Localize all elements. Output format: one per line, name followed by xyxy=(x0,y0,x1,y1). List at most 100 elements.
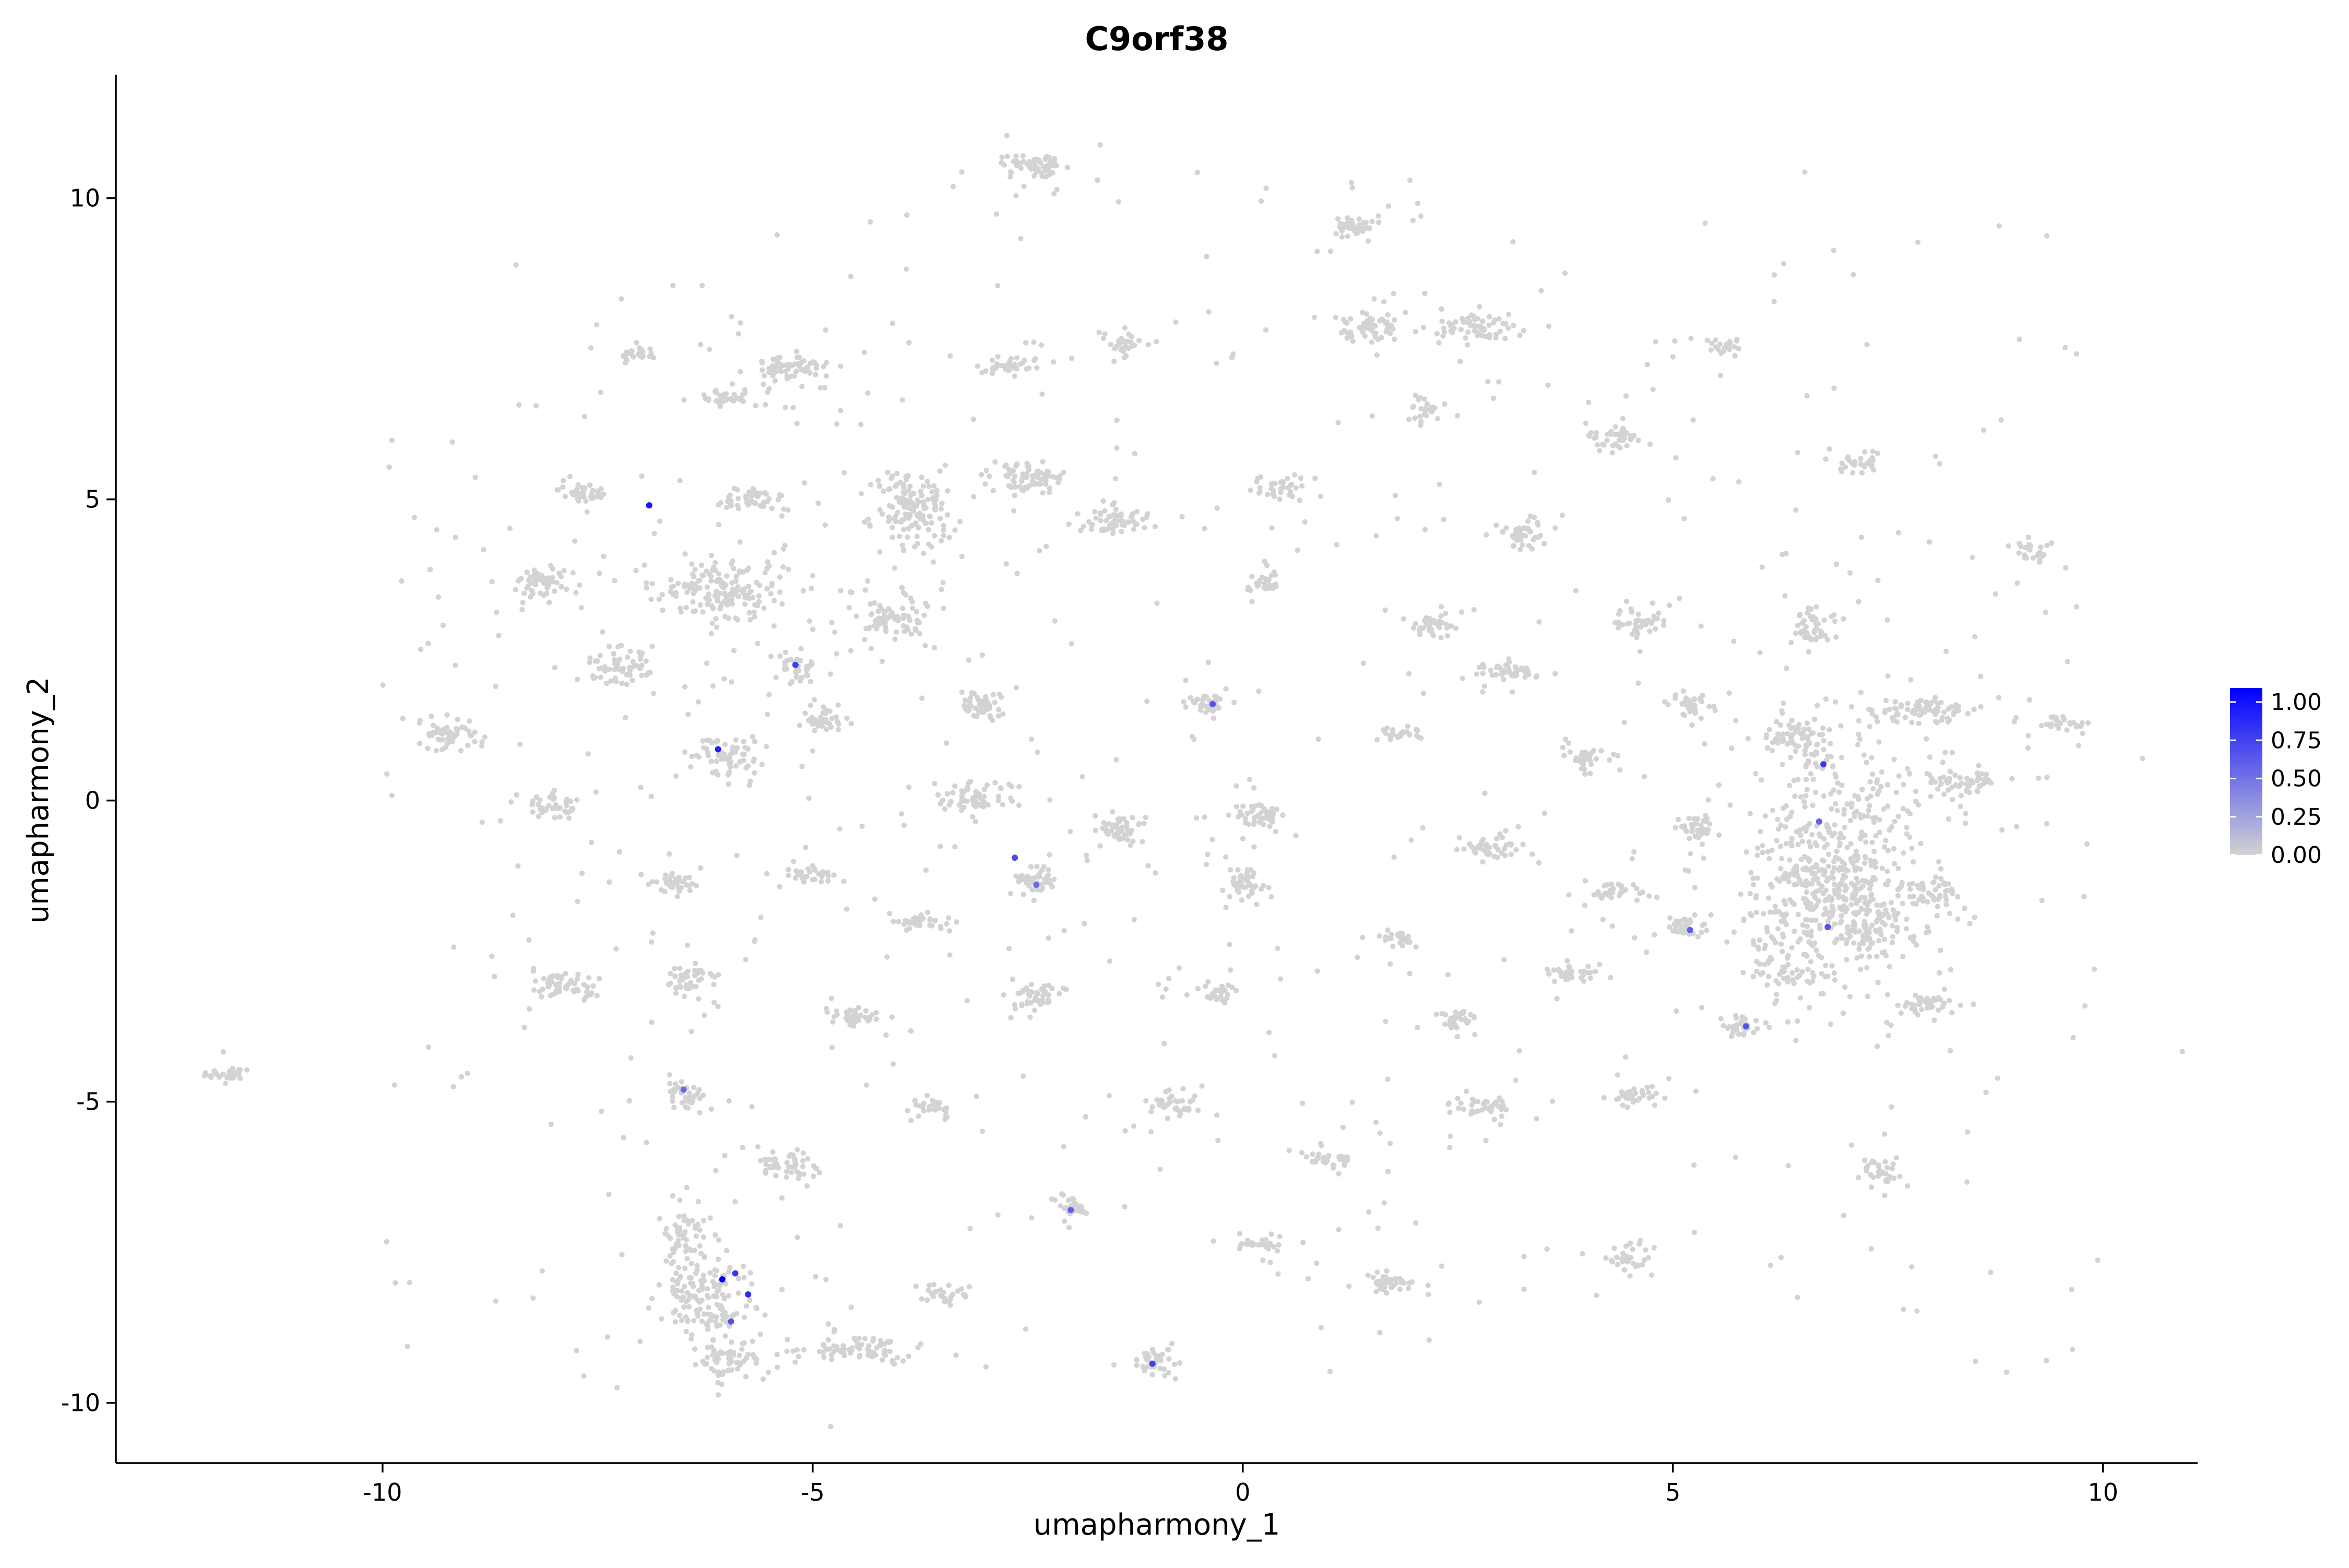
cell-point-3948 xyxy=(1793,749,1798,754)
cell-point-350 xyxy=(587,659,592,666)
cell-point-934 xyxy=(704,1292,710,1299)
cell-point-4145 xyxy=(1788,754,1794,761)
cell-point-2735 xyxy=(1297,497,1303,503)
cell-point-4602 xyxy=(1943,648,1949,655)
cell-point-3435 xyxy=(1560,745,1566,751)
cell-point-1779 xyxy=(906,919,911,925)
cell-point-4033 xyxy=(1761,946,1767,952)
cell-point-3852 xyxy=(1805,967,1811,972)
cell-point-2942 xyxy=(1418,735,1424,741)
cell-point-1750 xyxy=(904,927,909,933)
cell-point-2274 xyxy=(1081,524,1086,529)
cell-point-4349 xyxy=(1672,692,1679,698)
cell-point-427 xyxy=(668,873,674,878)
cell-point-3009 xyxy=(1384,1279,1390,1285)
cell-point-4311 xyxy=(1831,787,1836,793)
cell-point-4834 xyxy=(1935,700,1941,706)
cell-point-4449 xyxy=(1935,904,1941,910)
cell-point-4548 xyxy=(1804,889,1810,895)
cell-point-4227 xyxy=(1841,806,1847,813)
cell-point-2690 xyxy=(1238,812,1244,818)
cell-point-3782 xyxy=(1731,1025,1737,1030)
cell-point-3671 xyxy=(1733,718,1739,723)
cell-point-2665 xyxy=(1226,812,1231,818)
cell-point-130 xyxy=(528,594,533,600)
cell-point-2782 xyxy=(1303,1154,1310,1160)
cell-point-787 xyxy=(717,393,723,399)
cell-point-3456 xyxy=(1624,443,1630,449)
cell-point-2303 xyxy=(1134,509,1140,515)
cell-point-3396 xyxy=(1546,971,1552,977)
cell-point-1037 xyxy=(707,1215,713,1221)
cell-point-329 xyxy=(611,657,618,663)
cell-point-3441 xyxy=(1587,770,1593,777)
cell-point-4307 xyxy=(1940,759,1945,765)
cell-point-626 xyxy=(752,614,757,620)
cell-point-4522 xyxy=(1840,835,1846,840)
cell-point-2798 xyxy=(1341,1154,1347,1160)
cell-point-4371 xyxy=(1875,577,1881,584)
cell-point-1366 xyxy=(828,1352,835,1358)
cell-point-3577 xyxy=(1630,1099,1636,1105)
cell-point-4362 xyxy=(1847,570,1853,576)
cell-point-2764 xyxy=(1260,1257,1266,1263)
cell-point-2815 xyxy=(1344,215,1350,221)
cell-point-3165 xyxy=(1487,335,1492,340)
cell-point-2975 xyxy=(1346,1284,1352,1289)
cell-point-1932 xyxy=(1009,798,1015,804)
cell-point-4523 xyxy=(1876,938,1882,944)
cell-point-4326 xyxy=(1903,926,1909,932)
cell-point-2745 xyxy=(1268,1231,1274,1237)
cell-point-3866 xyxy=(1806,939,1812,945)
cell-point-3540 xyxy=(1624,1253,1630,1259)
cell-point-4414 xyxy=(1832,921,1837,927)
cell-point-4849 xyxy=(1951,711,1956,718)
cell-point-1866 xyxy=(996,707,1002,713)
cell-point-2770 xyxy=(1286,1148,1292,1154)
cell-point-3309 xyxy=(1503,662,1509,668)
cell-point-4189 xyxy=(1724,939,1730,945)
cell-point-1883 xyxy=(995,713,1002,719)
cell-point-3564 xyxy=(1636,1096,1642,1101)
cell-point-3979 xyxy=(1804,742,1809,748)
cell-point-4765 xyxy=(1924,995,1930,1001)
cell-point-4670 xyxy=(1895,910,1901,916)
cell-point-413 xyxy=(687,887,693,894)
cell-point-990 xyxy=(735,1290,741,1296)
cell-point-1017 xyxy=(539,1268,545,1274)
cell-point-893 xyxy=(673,1270,679,1276)
cell-point-226 xyxy=(492,973,497,980)
cell-point-1415 xyxy=(832,1326,837,1333)
cell-point-1179 xyxy=(780,363,786,369)
cell-point-4551 xyxy=(1840,935,1845,942)
cell-point-4422 xyxy=(1811,941,1817,947)
cell-point-508 xyxy=(708,1106,715,1112)
cell-point-167 xyxy=(564,803,570,809)
cell-point-1492 xyxy=(883,1032,889,1038)
cell-point-1281 xyxy=(764,871,770,876)
cell-point-1068 xyxy=(663,1226,669,1232)
cell-point-1480 xyxy=(863,1008,869,1014)
cell-point-3338 xyxy=(1503,525,1509,531)
cell-point-4031 xyxy=(1874,780,1880,786)
cell-point-87 xyxy=(437,729,443,735)
cell-point-3899 xyxy=(1833,634,1839,640)
cell-point-3120 xyxy=(1461,1008,1467,1015)
cell-point-3433 xyxy=(1579,766,1584,772)
cell-point-4735 xyxy=(1919,1006,1925,1013)
cell-point-1335 xyxy=(918,1341,924,1347)
cell-point-1316 xyxy=(763,1170,769,1176)
cell-point-47 xyxy=(472,729,478,735)
cell-point-2442 xyxy=(1180,1086,1186,1091)
cell-point-3554 xyxy=(1603,1255,1609,1261)
cell-point-3654 xyxy=(1680,711,1686,717)
cell-point-2883 xyxy=(1344,335,1350,341)
cell-point-194 xyxy=(593,789,599,795)
cell-point-1612 xyxy=(957,518,963,525)
cell-point-4248 xyxy=(1780,805,1786,811)
cell-point-4228 xyxy=(1860,877,1866,884)
cell-point-2968 xyxy=(1398,931,1404,937)
cell-point-203 xyxy=(584,989,590,995)
cell-point-72 xyxy=(472,739,478,745)
cell-point-2514 xyxy=(1203,709,1209,715)
